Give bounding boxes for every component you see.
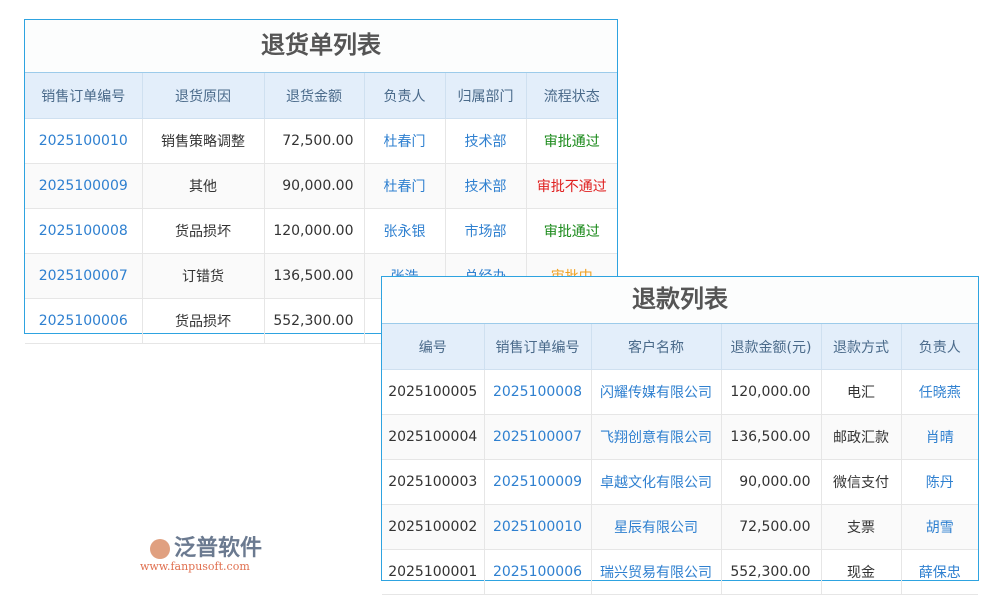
table-cell: 2025100005 bbox=[382, 369, 485, 415]
table-cell[interactable]: 肖晴 bbox=[901, 414, 978, 460]
table-cell: 审批不通过 bbox=[526, 163, 617, 209]
column-header[interactable]: 销售订单编号 bbox=[25, 73, 143, 119]
watermark-logo: 泛普软件 www.fanpusoft.com bbox=[140, 530, 263, 573]
table-cell[interactable]: 张永银 bbox=[364, 208, 446, 254]
column-header[interactable]: 负责人 bbox=[364, 73, 446, 119]
table-cell[interactable]: 卓越文化有限公司 bbox=[591, 459, 722, 505]
table-row[interactable]: 2025100004 2025100007 飞翔创意有限公司 136,500.00 邮政… bbox=[382, 414, 978, 460]
table-row[interactable]: 2025100010 销售策略调整 72,500.00 杜春门 技术部 审批通过 bbox=[25, 118, 617, 164]
refund-list-panel: 退款列表 编号 销售订单编号 客户名称 退款金额(元) 退款方式 负责人 202510000… bbox=[381, 276, 979, 595]
table-cell: 120,000.00 bbox=[721, 369, 822, 415]
table-cell: 货品损坏 bbox=[142, 208, 265, 254]
table-cell: 552,300.00 bbox=[264, 298, 365, 344]
watermark-text: 泛普软件 bbox=[174, 536, 263, 561]
table-cell[interactable]: 杜春门 bbox=[364, 163, 446, 209]
column-header[interactable]: 客户名称 bbox=[591, 324, 722, 370]
return-list-title: 退货单列表 bbox=[25, 20, 617, 73]
table-cell: 136,500.00 bbox=[721, 414, 822, 460]
table-cell: 72,500.00 bbox=[264, 118, 365, 164]
table-cell: 其他 bbox=[142, 163, 265, 209]
table-row[interactable]: 2025100003 2025100009 卓越文化有限公司 90,000.00 微信支… bbox=[382, 459, 978, 505]
table-row[interactable]: 2025100001 2025100006 瑞兴贸易有限公司 552,300.00 现金… bbox=[382, 549, 978, 595]
table-cell: 审批通过 bbox=[526, 118, 617, 164]
table-cell: 2025100001 bbox=[382, 549, 485, 595]
watermark-url: www.fanpusoft.com bbox=[140, 560, 250, 573]
table-cell[interactable]: 2025100006 bbox=[25, 298, 143, 344]
table-cell[interactable]: 2025100010 bbox=[25, 118, 143, 164]
table-cell[interactable]: 2025100008 bbox=[484, 369, 592, 415]
table-cell[interactable]: 2025100007 bbox=[484, 414, 592, 460]
return-table: 销售订单编号 退货原因 退货金额 负责人 归属部门 流程状态 2025100010 销售策略调… bbox=[25, 73, 617, 344]
logo-icon bbox=[150, 539, 170, 559]
table-cell: 审批通过 bbox=[526, 208, 617, 254]
table-cell: 支票 bbox=[821, 504, 902, 550]
column-header[interactable]: 销售订单编号 bbox=[484, 324, 592, 370]
column-header[interactable]: 退款金额(元) bbox=[721, 324, 822, 370]
table-cell: 552,300.00 bbox=[721, 549, 822, 595]
column-header[interactable]: 退货原因 bbox=[142, 73, 265, 119]
table-cell[interactable]: 2025100007 bbox=[25, 253, 143, 299]
column-header[interactable]: 退货金额 bbox=[264, 73, 365, 119]
table-row[interactable]: 2025100005 2025100008 闪耀传媒有限公司 120,000.00 电汇… bbox=[382, 369, 978, 415]
table-cell[interactable]: 闪耀传媒有限公司 bbox=[591, 369, 722, 415]
table-row[interactable]: 2025100009 其他 90,000.00 杜春门 技术部 审批不通过 bbox=[25, 163, 617, 209]
table-cell: 销售策略调整 bbox=[142, 118, 265, 164]
column-header[interactable]: 编号 bbox=[382, 324, 485, 370]
table-cell[interactable]: 薛保忠 bbox=[901, 549, 978, 595]
table-cell: 邮政汇款 bbox=[821, 414, 902, 460]
table-cell[interactable]: 2025100009 bbox=[25, 163, 143, 209]
table-cell: 电汇 bbox=[821, 369, 902, 415]
table-row[interactable]: 2025100002 2025100010 星辰有限公司 72,500.00 支票 胡雪 bbox=[382, 504, 978, 550]
table-cell[interactable]: 技术部 bbox=[445, 118, 527, 164]
refund-list-title: 退款列表 bbox=[382, 277, 978, 324]
table-cell: 订错货 bbox=[142, 253, 265, 299]
table-cell[interactable]: 星辰有限公司 bbox=[591, 504, 722, 550]
column-header[interactable]: 退款方式 bbox=[821, 324, 902, 370]
table-cell: 现金 bbox=[821, 549, 902, 595]
table-cell[interactable]: 2025100006 bbox=[484, 549, 592, 595]
return-list-panel: 退货单列表 销售订单编号 退货原因 退货金额 负责人 归属部门 流程状态 202510001… bbox=[24, 19, 618, 344]
table-cell[interactable]: 杜春门 bbox=[364, 118, 446, 164]
table-cell[interactable]: 陈丹 bbox=[901, 459, 978, 505]
table-cell: 90,000.00 bbox=[721, 459, 822, 505]
table-cell[interactable]: 2025100008 bbox=[25, 208, 143, 254]
column-header[interactable]: 流程状态 bbox=[526, 73, 617, 119]
table-cell: 90,000.00 bbox=[264, 163, 365, 209]
table-cell[interactable]: 飞翔创意有限公司 bbox=[591, 414, 722, 460]
table-cell[interactable]: 胡雪 bbox=[901, 504, 978, 550]
table-cell[interactable]: 技术部 bbox=[445, 163, 527, 209]
table-cell: 136,500.00 bbox=[264, 253, 365, 299]
table-cell: 货品损坏 bbox=[142, 298, 265, 344]
table-cell[interactable]: 2025100010 bbox=[484, 504, 592, 550]
table-cell[interactable]: 任晓燕 bbox=[901, 369, 978, 415]
table-cell: 2025100003 bbox=[382, 459, 485, 505]
table-cell: 120,000.00 bbox=[264, 208, 365, 254]
column-header[interactable]: 归属部门 bbox=[445, 73, 527, 119]
column-header[interactable]: 负责人 bbox=[901, 324, 978, 370]
table-row[interactable]: 2025100008 货品损坏 120,000.00 张永银 市场部 审批通过 bbox=[25, 208, 617, 254]
table-cell: 2025100002 bbox=[382, 504, 485, 550]
table-cell: 微信支付 bbox=[821, 459, 902, 505]
table-cell[interactable]: 市场部 bbox=[445, 208, 527, 254]
table-cell[interactable]: 2025100009 bbox=[484, 459, 592, 505]
table-cell: 2025100004 bbox=[382, 414, 485, 460]
refund-table: 编号 销售订单编号 客户名称 退款金额(元) 退款方式 负责人 2025100005 2025… bbox=[382, 324, 978, 595]
table-cell[interactable]: 瑞兴贸易有限公司 bbox=[591, 549, 722, 595]
table-cell: 72,500.00 bbox=[721, 504, 822, 550]
